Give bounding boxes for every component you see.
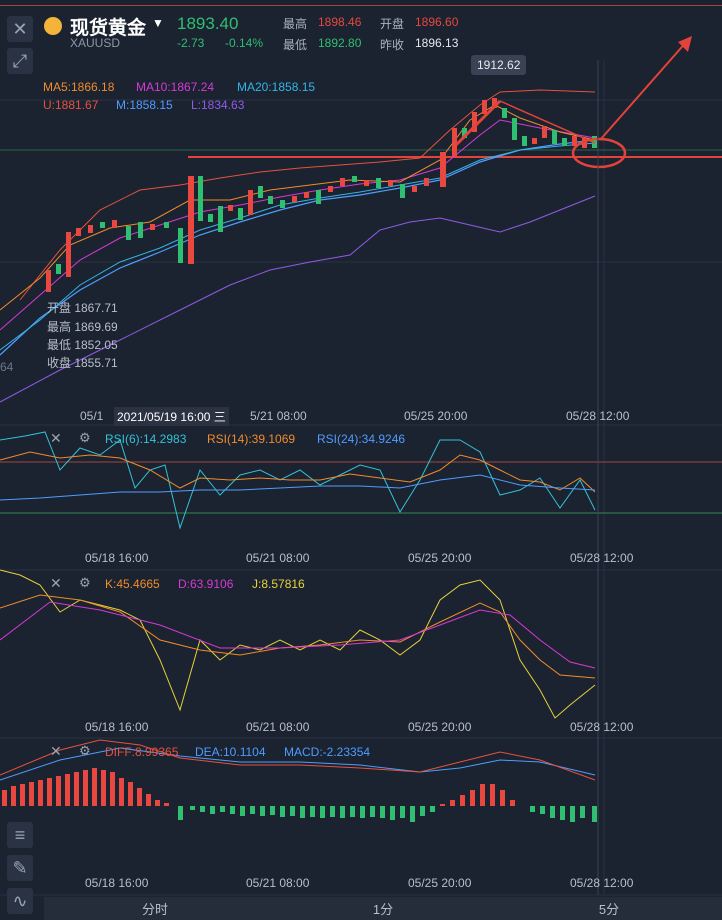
boll-mid-line [0, 139, 596, 356]
rsi6-label: RSI(6):14.2983 [105, 432, 187, 446]
high-value: 1898.46 [318, 15, 362, 29]
annotation-circle [571, 137, 627, 169]
kdj-time-3: 05/25 20:00 [408, 720, 472, 734]
main-time-2: 5/21 08:00 [250, 409, 307, 423]
draw-pen-icon[interactable]: ✎ [7, 855, 33, 881]
gold-coin-icon [44, 17, 62, 35]
tab-5min[interactable]: 5分 [598, 902, 620, 917]
kdj-j-label: J:8.57816 [252, 577, 305, 591]
rsi-time-4: 05/28 12:00 [570, 551, 634, 565]
low-label: 最低 [283, 38, 308, 52]
instrument-symbol: XAUUSD [70, 36, 121, 50]
kdj-close-icon[interactable]: ✕ [50, 575, 62, 591]
rsi24-line [0, 474, 596, 501]
quote-header: ✕ 现货黄金 ▼ XAUUSD 1893.40 -2.73 -0.14% 最高 … [0, 0, 722, 54]
kdj-j-line [0, 569, 596, 719]
open-value: 1896.60 [415, 15, 459, 29]
rsi-close-icon[interactable]: ✕ [50, 430, 62, 446]
ohlc-open: 开盘 1867.71 [47, 301, 118, 315]
ohlc-high: 最高 1869.69 [47, 320, 118, 334]
annotation-arrow [599, 39, 689, 141]
dea-line [0, 747, 596, 781]
rsi-settings-gear-icon[interactable]: ⚙ [79, 430, 91, 445]
macd-time-3: 05/25 20:00 [408, 876, 472, 890]
main-time-4: 05/28 12:00 [566, 409, 630, 423]
main-time-3: 05/25 20:00 [404, 409, 468, 423]
macd-histogram [2, 768, 597, 822]
kdj-time-2: 05/21 08:00 [246, 720, 310, 734]
rsi14-label: RSI(14):39.1069 [207, 432, 296, 446]
boll-lower-line [0, 195, 596, 403]
chevron-down-icon[interactable]: ▼ [152, 16, 164, 30]
ma20-label: MA20:1858.15 [237, 80, 316, 94]
rsi-time-1: 05/18 16:00 [85, 551, 149, 565]
ohlc-close: 收盘 1855.71 [47, 356, 118, 370]
rsi14-line [0, 451, 596, 493]
line-chart-icon[interactable]: ∿ [7, 888, 33, 914]
rsi6-line [0, 431, 596, 530]
kdj-k-line [0, 594, 596, 679]
tab-timeshare[interactable]: 分时 [141, 902, 168, 917]
kdj-k-label: K:45.4665 [105, 577, 160, 591]
boll-upper-label: U:1881.67 [43, 98, 99, 112]
ma20-line [0, 142, 596, 351]
macd-diff-label: DIFF:8.99365 [105, 745, 179, 759]
rsi-time-2: 05/21 08:00 [246, 551, 310, 565]
rsi24-label: RSI(24):34.9246 [317, 432, 406, 446]
prev-close-label: 昨收 [380, 38, 405, 52]
instrument-title[interactable]: 现货黄金 [70, 18, 147, 39]
macd-time-1: 05/18 16:00 [85, 876, 149, 890]
kdj-d-line [0, 601, 596, 669]
ohlc-low: 最低 1852.05 [47, 338, 118, 352]
tab-1min[interactable]: 1分 [372, 902, 394, 917]
rsi-time-3: 05/25 20:00 [408, 551, 472, 565]
close-icon[interactable]: ✕ [7, 16, 33, 42]
macd-time-2: 05/21 08:00 [246, 876, 310, 890]
high-label: 最高 [283, 17, 308, 31]
main-time-1: 05/1 [80, 409, 104, 423]
indicator-toggle-icon[interactable]: ≡ [7, 822, 33, 848]
open-label: 开盘 [380, 17, 405, 31]
side-price-label: 64 [0, 360, 14, 374]
diff-line [0, 739, 596, 781]
price-change-pct: -0.14% [225, 36, 264, 50]
macd-time-4: 05/28 12:00 [570, 876, 634, 890]
ma10-label: MA10:1867.24 [136, 80, 215, 94]
ma10-line [0, 119, 596, 331]
boll-upper-line [19, 89, 596, 301]
high-price-tooltip: 1912.62 [471, 55, 527, 75]
boll-lower-label: L:1834.63 [191, 98, 245, 112]
expand-icon[interactable]: ⤢ [7, 48, 33, 74]
candles [46, 98, 597, 292]
price-change: -2.73 [177, 36, 205, 50]
trend-line [454, 99, 502, 147]
ma5-label: MA5:1866.18 [43, 80, 115, 94]
macd-close-icon[interactable]: ✕ [50, 743, 62, 759]
macd-settings-gear-icon[interactable]: ⚙ [79, 743, 91, 758]
cursor-time: 2021/05/19 16:00 三 [114, 407, 229, 426]
header-top-line [0, 5, 722, 6]
period-tab-bar [44, 897, 722, 920]
kdj-settings-gear-icon[interactable]: ⚙ [79, 575, 91, 590]
prev-close-value: 1896.13 [415, 36, 459, 50]
boll-mid-label: M:1858.15 [116, 98, 173, 112]
macd-value-label: MACD:-2.23354 [284, 745, 371, 759]
last-price: 1893.40 [177, 14, 239, 33]
macd-dea-label: DEA:10.1104 [195, 745, 266, 759]
kdj-time-4: 05/28 12:00 [570, 720, 634, 734]
kdj-d-label: D:63.9106 [178, 577, 234, 591]
low-value: 1892.80 [318, 36, 362, 50]
kdj-time-1: 05/18 16:00 [85, 720, 149, 734]
